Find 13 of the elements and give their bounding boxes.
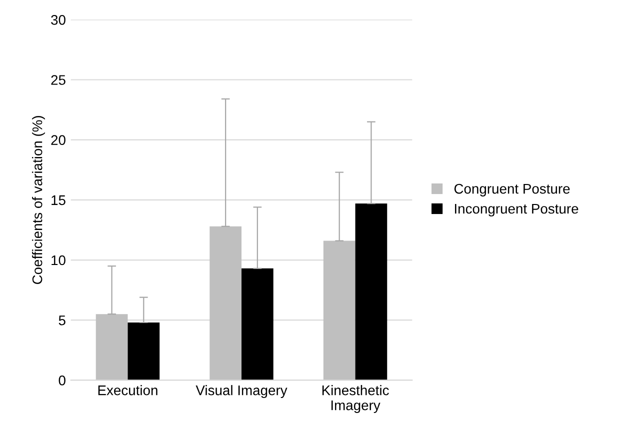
y-axis-title: Coefficients of variation (%): [32, 116, 45, 284]
y-tick-label: 25: [51, 75, 66, 85]
legend-label: Congruent Posture: [454, 184, 570, 196]
y-tick-label: 5: [58, 316, 66, 326]
y-tick-label: 0: [58, 376, 66, 386]
y-tick-label: 30: [51, 15, 66, 25]
y-tick-label: 20: [51, 135, 66, 146]
y-tick-label: 10: [52, 255, 66, 266]
legend-label: Incongruent Posture: [454, 204, 578, 216]
x-tick-label: Kinesthetic Imagery: [322, 385, 389, 413]
x-tick-label: Execution: [98, 385, 158, 396]
y-tick-label: 15: [52, 195, 66, 206]
x-tick-label: Visual Imagery: [196, 385, 288, 398]
